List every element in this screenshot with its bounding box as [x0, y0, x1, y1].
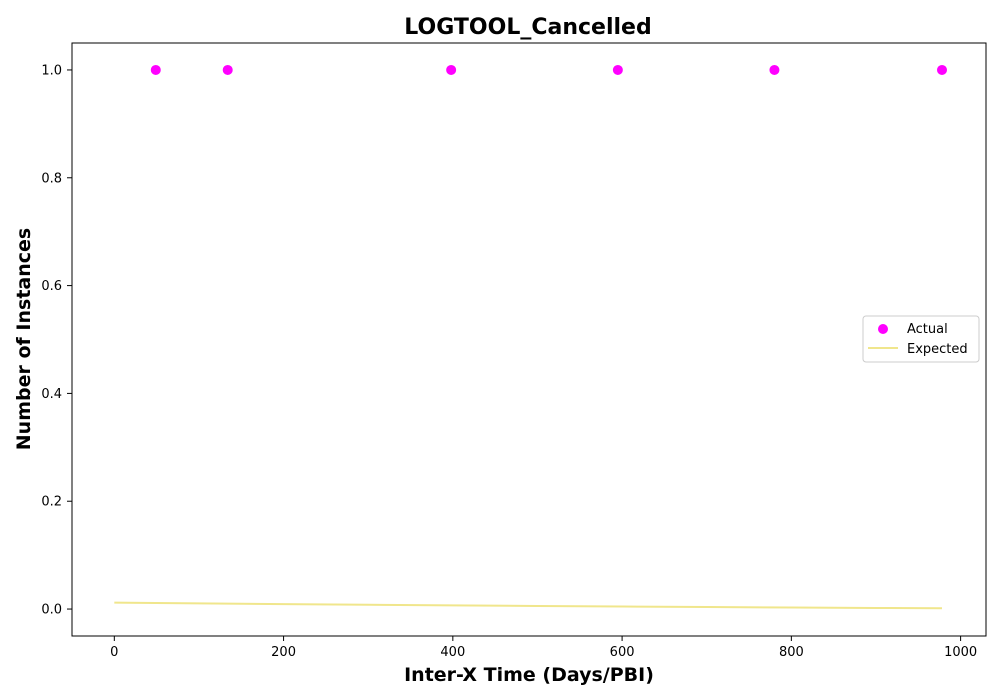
plot-area-frame	[72, 43, 986, 636]
y-axis-label: Number of Instances	[13, 228, 35, 450]
y-tick-label: 0.0	[41, 603, 62, 618]
actual-point	[223, 65, 233, 75]
actual-point	[446, 65, 456, 75]
y-tick-label: 1.0	[41, 63, 62, 78]
y-tick-label: 0.8	[41, 171, 62, 186]
chart-title: LOGTOOL_Cancelled	[404, 15, 651, 40]
y-tick-label: 0.4	[41, 387, 62, 402]
legend-expected-label: Expected	[907, 342, 968, 357]
expected-line	[114, 603, 942, 609]
legend-actual-label: Actual	[907, 322, 948, 337]
x-axis-label: Inter-X Time (Days/PBI)	[404, 664, 654, 686]
legend: Actual Expected	[863, 316, 979, 362]
legend-actual-marker	[878, 324, 888, 334]
y-tick-label: 0.6	[41, 279, 62, 294]
x-tick-label: 1000	[944, 645, 977, 660]
x-tick-label: 200	[271, 645, 296, 660]
actual-point	[613, 65, 623, 75]
x-tick-label: 800	[779, 645, 804, 660]
x-tick-label: 400	[440, 645, 465, 660]
expected-series	[114, 603, 942, 609]
actual-point	[937, 65, 947, 75]
x-tick-label: 0	[110, 645, 118, 660]
actual-point	[151, 65, 161, 75]
x-tick-label: 600	[610, 645, 635, 660]
actual-series	[151, 65, 947, 75]
axis-ticks: 0 200 400 600 800 1000 0.0 0.2 0.4 0.6 0.8 1.0	[41, 63, 977, 660]
actual-point	[769, 65, 779, 75]
y-tick-label: 0.2	[41, 495, 62, 510]
